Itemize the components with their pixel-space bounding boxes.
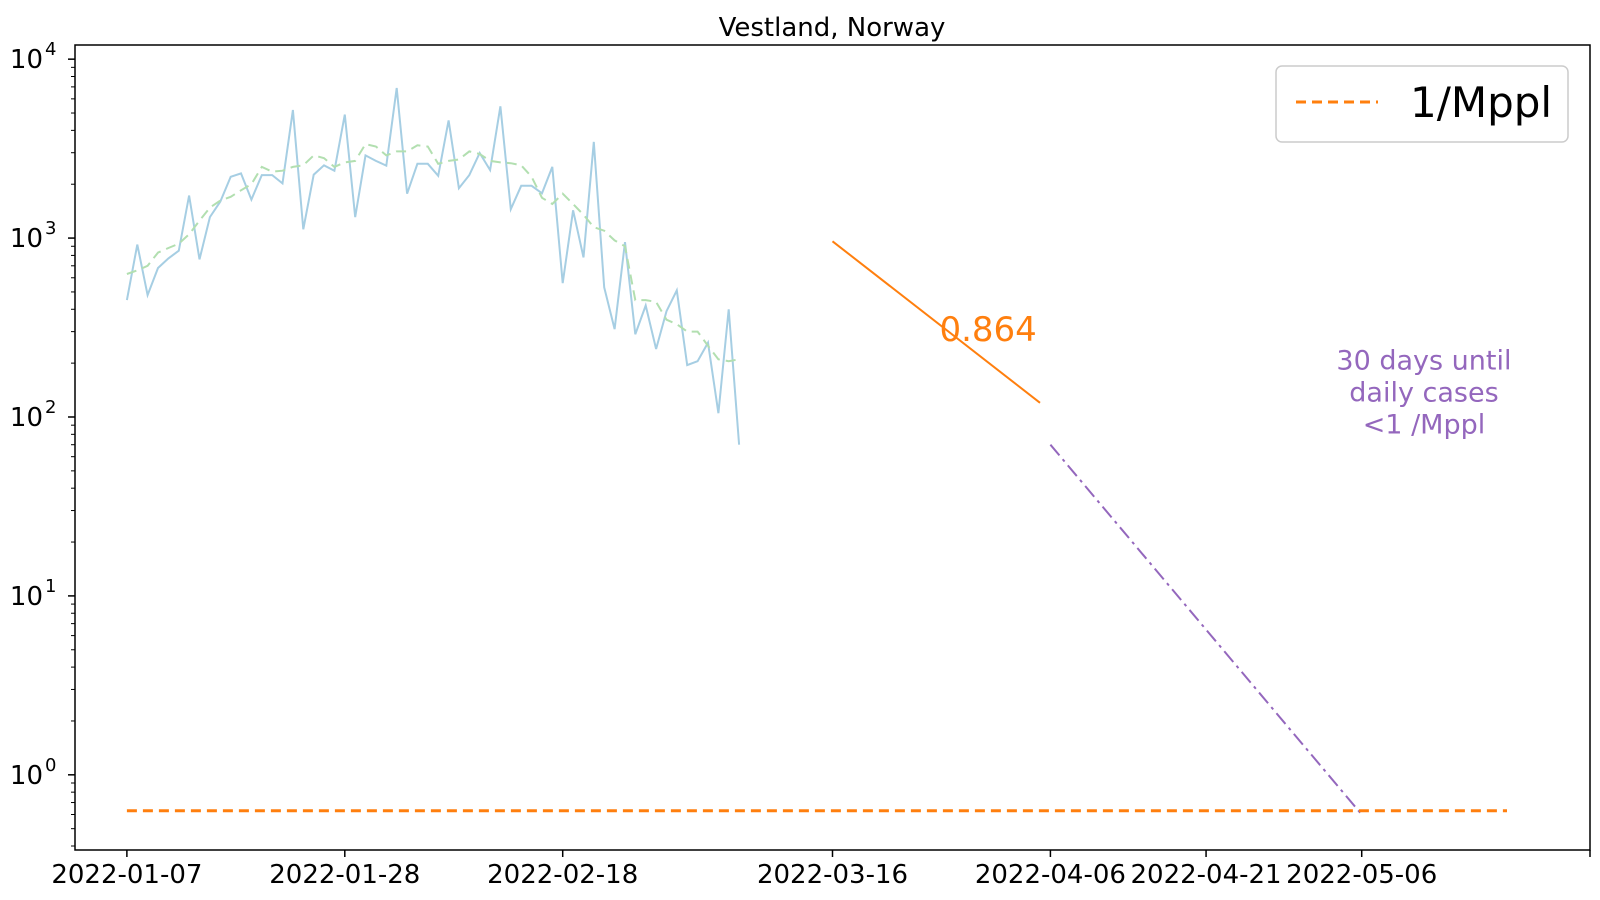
x-tick-label: 2022-03-16: [757, 860, 908, 890]
axes-layer: 2022-01-07 2022-01-28 2022-02-18 2022-03-16…: [10, 39, 1591, 890]
plot-area: [75, 45, 1590, 850]
y-tick-label: 10: [10, 403, 43, 433]
forecast-annotation-line: daily cases: [1349, 377, 1498, 408]
series-fit: [831, 240, 1041, 404]
x-tick-label: 2022-05-06: [1286, 860, 1437, 890]
slope-label: 0.864: [939, 310, 1036, 350]
x-tick-label: 2022-01-07: [51, 860, 202, 890]
y-tick-label: 10: [10, 582, 43, 612]
y-tick-exponent: 0: [45, 755, 56, 776]
y-tick-exponent: 2: [45, 397, 56, 418]
x-tick-label: 2022-04-21: [1131, 860, 1282, 890]
series-rolling-average: [126, 142, 740, 363]
x-tick-label: 2022-04-06: [975, 860, 1126, 890]
x-tick-label: 2022-01-28: [269, 860, 420, 890]
y-tick-exponent: 1: [45, 576, 56, 597]
legend-box: [1275, 65, 1569, 143]
x-tick-label: 2022-02-18: [487, 860, 638, 890]
y-tick-label: 10: [10, 224, 43, 254]
legend: 1/Mppl: [1275, 65, 1569, 143]
forecast-annotation-line: 30 days until: [1336, 345, 1511, 376]
y-tick-exponent: 3: [45, 218, 56, 239]
plot-background: [75, 45, 1590, 850]
forecast-annotation-line: <1 /Mppl: [1363, 409, 1486, 440]
y-tick-label: 10: [10, 45, 43, 75]
series-layer: [125, 87, 1507, 816]
legend-label: 1/Mppl: [1410, 78, 1552, 127]
y-tick-exponent: 4: [45, 39, 56, 60]
chart-title: Vestland, Norway: [719, 13, 946, 43]
y-tick-label: 10: [10, 761, 43, 791]
series-daily-cases: [125, 87, 741, 445]
